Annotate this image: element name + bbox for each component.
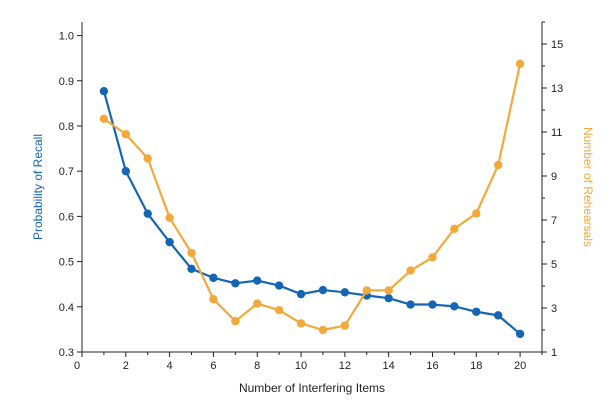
y-right-tick-label: 5	[551, 259, 557, 271]
data-point-rehearsals	[165, 213, 174, 222]
series-layer	[99, 59, 525, 339]
y-right-tick-label: 9	[551, 171, 557, 183]
data-point-recall	[143, 209, 152, 218]
data-point-rehearsals	[472, 209, 481, 218]
y-left-tick-label: 0.6	[59, 211, 74, 223]
data-point-recall	[209, 273, 218, 283]
y-right-tick-label: 1	[551, 347, 557, 359]
x-tick-label: 12	[339, 360, 351, 372]
y-left-tick-label: 0.3	[59, 347, 74, 359]
data-point-recall	[428, 300, 437, 309]
x-tick-label: 14	[383, 360, 395, 372]
y-right-axis-title: Number of Rehearsals	[581, 127, 595, 247]
data-point-recall	[493, 311, 503, 320]
x-tick-label: 8	[254, 360, 260, 372]
series-line-recall	[102, 90, 521, 335]
data-point-recall	[384, 294, 393, 303]
series-recall	[99, 86, 525, 339]
y-left-tick-label: 1.0	[59, 31, 74, 43]
x-tick-label: 18	[470, 360, 482, 372]
data-point-rehearsals	[296, 319, 306, 328]
data-point-recall	[99, 86, 109, 96]
data-point-recall	[515, 329, 525, 339]
data-point-rehearsals	[384, 286, 393, 295]
y-left-tick-label: 0.4	[59, 302, 74, 314]
x-tick-label: 2	[123, 360, 129, 372]
data-point-rehearsals	[362, 286, 371, 295]
data-point-rehearsals	[253, 299, 262, 308]
data-point-rehearsals	[450, 224, 459, 233]
x-tick-label: 0	[74, 360, 80, 372]
series-line-rehearsals	[103, 63, 522, 332]
data-point-recall	[274, 281, 284, 290]
data-point-recall	[340, 288, 350, 297]
data-point-rehearsals	[318, 325, 328, 335]
data-point-recall	[318, 285, 328, 295]
x-tick-label: 6	[210, 360, 216, 372]
data-point-recall	[187, 264, 196, 274]
data-point-rehearsals	[187, 248, 196, 258]
series-rehearsals	[99, 59, 525, 335]
data-point-recall	[450, 302, 459, 311]
data-point-rehearsals	[515, 59, 525, 68]
data-point-recall	[253, 276, 262, 285]
data-point-rehearsals	[340, 321, 350, 330]
y-left-tick-label: 0.9	[59, 76, 74, 88]
y-right-tick-label: 7	[551, 215, 557, 227]
data-point-recall	[472, 307, 481, 316]
data-point-rehearsals	[231, 317, 240, 326]
y-right-tick-label: 13	[551, 83, 563, 95]
y-left-tick-label: 0.7	[59, 166, 74, 178]
x-axis-title: Number of Interfering Items	[239, 381, 385, 395]
data-point-rehearsals	[99, 114, 109, 124]
data-point-recall	[165, 237, 174, 247]
y-right-tick-label: 15	[551, 39, 563, 51]
data-point-rehearsals	[493, 160, 503, 170]
y-left-axis-title: Probability of Recall	[31, 134, 45, 240]
data-point-rehearsals	[406, 266, 415, 275]
x-tick-label: 4	[167, 360, 173, 372]
data-point-rehearsals	[121, 130, 131, 139]
y-left-tick-label: 0.5	[59, 257, 74, 269]
data-point-recall	[231, 279, 240, 288]
data-point-rehearsals	[428, 253, 437, 262]
data-point-recall	[406, 300, 415, 309]
data-point-rehearsals	[143, 154, 152, 163]
y-right-tick-label: 11	[551, 127, 562, 139]
axes: 0 2 4 6 8 10 12 14 16 18 20 0.3 0.4 0.5 0.6 0.7 0.8 0.9 1.…	[59, 21, 563, 372]
y-left-tick-label: 0.8	[59, 121, 74, 133]
y-right-tick-label: 3	[551, 303, 557, 315]
data-point-recall	[296, 289, 306, 299]
data-point-rehearsals	[209, 295, 218, 304]
x-tick-label: 10	[295, 360, 307, 372]
x-tick-label: 20	[514, 360, 526, 372]
x-tick-label: 16	[426, 360, 438, 372]
data-point-rehearsals	[274, 306, 284, 315]
data-point-recall	[121, 166, 131, 176]
